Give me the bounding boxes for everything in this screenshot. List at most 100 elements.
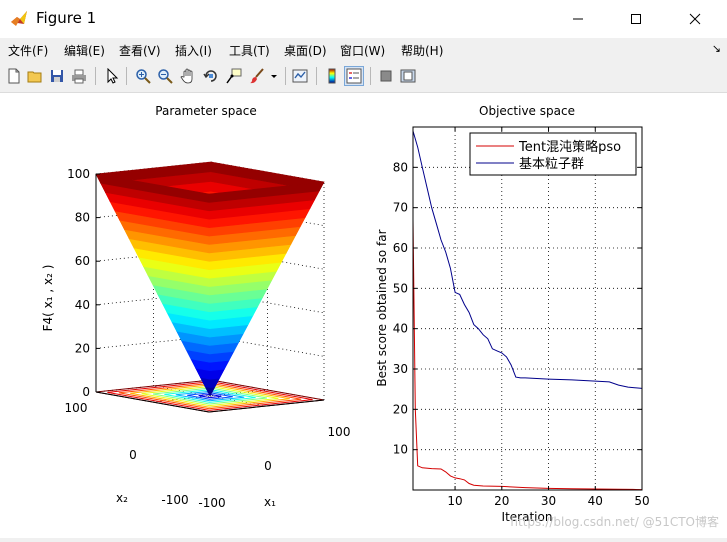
z-tick-label: 80 xyxy=(75,211,90,225)
brush-dropdown-icon xyxy=(271,75,277,78)
zoom-out-icon xyxy=(158,69,173,84)
pan-button[interactable] xyxy=(178,66,198,86)
close-button[interactable] xyxy=(672,0,718,38)
x2-tick-label: -100 xyxy=(161,493,188,507)
series-tent-pso-line xyxy=(413,219,642,490)
grid-line xyxy=(95,335,325,357)
grid-line xyxy=(95,248,325,270)
data-cursor-icon xyxy=(226,68,242,84)
brush-dropdown-button[interactable] xyxy=(268,66,280,86)
objective-xlabel: Iteration xyxy=(502,510,553,524)
data-cursor-button[interactable] xyxy=(224,66,244,86)
objective-title: Objective space xyxy=(479,104,575,118)
maximize-button[interactable] xyxy=(613,0,659,38)
print-icon xyxy=(72,69,86,84)
link-plot-button[interactable] xyxy=(290,66,310,86)
minimize-button[interactable] xyxy=(555,0,601,38)
surface-band xyxy=(208,181,325,203)
surface-ylabel: x₂ xyxy=(116,491,128,505)
minimize-icon xyxy=(573,18,583,20)
menu-bar: 文件(F) 编辑(E) 查看(V) 插入(I) 工具(T) 桌面(D) 窗口(W… xyxy=(0,38,727,62)
x2-tick-label: 0 xyxy=(129,448,137,462)
window-title: Figure 1 xyxy=(36,9,97,27)
x-tick-label: 20 xyxy=(494,494,509,508)
toolbar-separator xyxy=(370,67,371,85)
link-plot-icon xyxy=(292,69,308,83)
x-tick-label: 40 xyxy=(588,494,603,508)
menu-edit[interactable]: 编辑(E) xyxy=(64,44,105,58)
surface-xlabel: x₁ xyxy=(264,495,276,509)
legend[interactable]: Tent混沌策略pso 基本粒子群 xyxy=(469,132,637,176)
x2-tick-label: 100 xyxy=(65,401,88,415)
series-basic-pso-line xyxy=(413,130,642,389)
pan-icon xyxy=(180,68,193,84)
z-tick-label: 60 xyxy=(75,254,90,268)
new-figure-icon xyxy=(8,68,20,84)
watermark: https://blog.csdn.net/ @51CTO博客 xyxy=(510,515,719,529)
toolbar-separator xyxy=(316,67,317,85)
brush-button[interactable] xyxy=(247,66,267,86)
menu-file[interactable]: 文件(F) xyxy=(8,44,49,58)
print-button[interactable] xyxy=(69,66,89,86)
menu-insert[interactable]: 插入(I) xyxy=(175,44,212,58)
rotate-3d-button[interactable] xyxy=(201,66,221,86)
rotate-3d-icon xyxy=(203,70,217,82)
open-file-button[interactable] xyxy=(25,66,45,86)
show-plot-tools-icon xyxy=(400,69,416,83)
objective-axes-box xyxy=(412,126,643,491)
x1-tick-label: 100 xyxy=(328,425,351,439)
objective-ylabel: Best score obtained so far xyxy=(375,229,389,386)
save-button[interactable] xyxy=(47,66,67,86)
y-tick-label: 80 xyxy=(393,160,408,174)
grid-line xyxy=(152,389,268,403)
toolbar-separator xyxy=(285,67,286,85)
x1-tick-label: -100 xyxy=(198,496,225,510)
legend-label-basic-pso: 基本粒子群 xyxy=(519,157,584,172)
title-bar: Figure 1 xyxy=(0,0,727,38)
surface-mesh xyxy=(95,161,325,397)
menu-desktop[interactable]: 桌面(D) xyxy=(284,44,327,58)
matlab-icon xyxy=(11,11,27,26)
dock-arrow-icon[interactable]: ↘ xyxy=(711,42,721,55)
brush-icon xyxy=(250,68,264,84)
save-icon xyxy=(51,70,63,82)
z-tick-label: 20 xyxy=(75,341,90,355)
toolbar-separator xyxy=(126,67,127,85)
legend-button[interactable] xyxy=(344,66,364,86)
z-tick-label: 100 xyxy=(67,167,90,181)
surface-axes-front xyxy=(95,173,325,413)
menu-window[interactable]: 窗口(W) xyxy=(340,44,386,58)
colorbar-button[interactable] xyxy=(322,66,342,86)
pointer-icon xyxy=(107,68,119,84)
hide-plot-tools-icon xyxy=(380,70,392,82)
x-tick-label: 30 xyxy=(541,494,556,508)
figure-canvas: Parameter space 0 20 40 60 80 100 -100 0… xyxy=(0,93,727,538)
zoom-in-button[interactable] xyxy=(133,66,153,86)
new-figure-button[interactable] xyxy=(4,66,24,86)
zoom-out-button[interactable] xyxy=(155,66,175,86)
x1-tick-label: 0 xyxy=(264,459,272,473)
y-tick-label: 60 xyxy=(393,241,408,255)
y-tick-label: 70 xyxy=(393,201,408,215)
menu-view[interactable]: 查看(V) xyxy=(119,44,161,58)
show-plot-tools-button[interactable] xyxy=(398,66,418,86)
x-tick-label: 10 xyxy=(447,494,462,508)
legend-label-tent-pso: Tent混沌策略pso xyxy=(518,139,621,155)
menu-help[interactable]: 帮助(H) xyxy=(401,44,444,58)
menu-tools[interactable]: 工具(T) xyxy=(229,44,270,58)
legend-icon xyxy=(346,68,362,84)
hide-plot-tools-button[interactable] xyxy=(376,66,396,86)
y-tick-label: 40 xyxy=(393,322,408,336)
pointer-button[interactable] xyxy=(102,66,122,86)
x-tick-label: 50 xyxy=(634,494,649,508)
surface-zlabel: F4( x₁ , x₂ ) xyxy=(41,265,55,332)
close-icon xyxy=(689,13,701,25)
z-tick-label: 0 xyxy=(82,385,90,399)
y-tick-label: 50 xyxy=(393,281,408,295)
open-file-icon xyxy=(27,71,42,83)
surface-title: Parameter space xyxy=(155,104,256,118)
maximize-icon xyxy=(631,14,641,24)
figure-plots: Parameter space 0 20 40 60 80 100 -100 0… xyxy=(41,104,650,524)
toolbar-separator xyxy=(95,67,96,85)
objective-axes-background xyxy=(413,127,642,490)
